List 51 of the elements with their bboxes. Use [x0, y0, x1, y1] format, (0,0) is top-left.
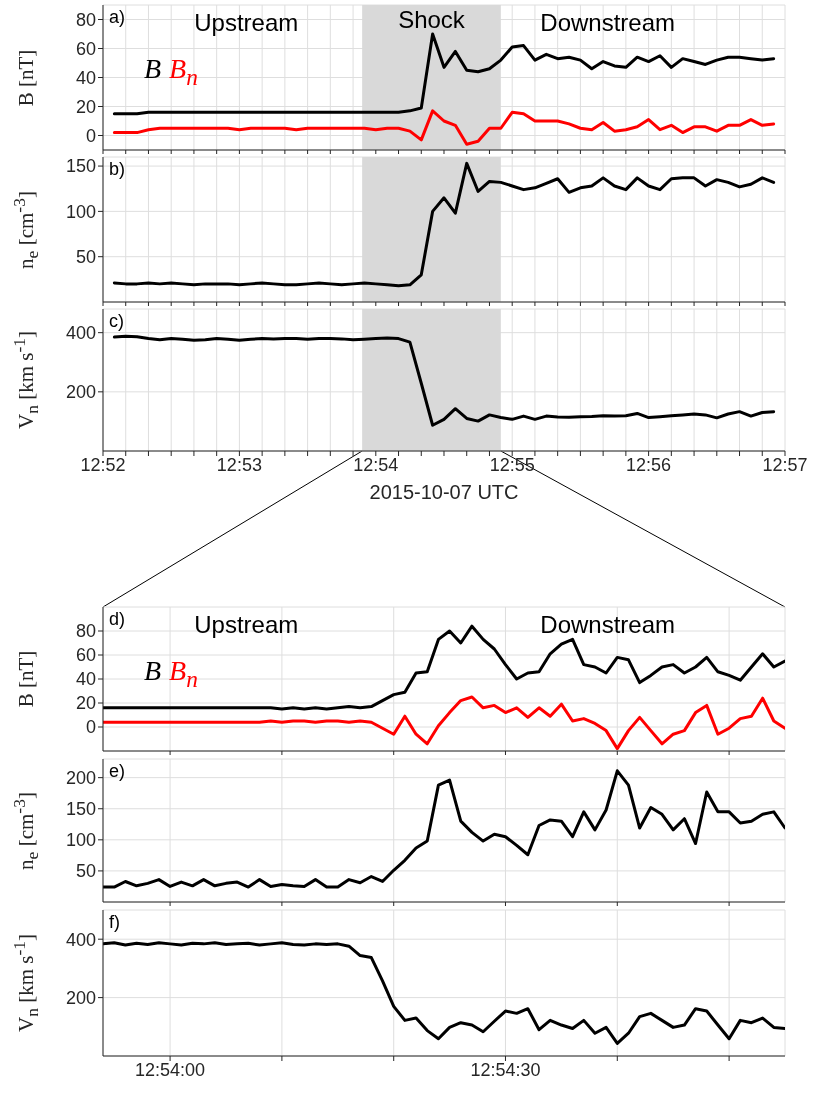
series-label: B — [143, 52, 162, 86]
annotation: e) — [109, 761, 126, 782]
x-tick-label: 12:54:30 — [470, 1059, 541, 1080]
y-tick-label: 100 — [65, 830, 96, 851]
annotation: c) — [109, 311, 124, 332]
line-series — [112, 109, 776, 146]
annotation: Downstream — [540, 611, 676, 639]
x-tick-label: 12:56 — [626, 454, 672, 475]
y-axis-title: B [nT] — [13, 49, 39, 106]
y-tick-label: 60 — [75, 645, 96, 666]
x-tick-label: 12:57 — [762, 454, 808, 475]
x-tick-label: 12:52 — [80, 454, 126, 475]
y-tick-label: 50 — [75, 861, 96, 882]
y-axis-title: B [nT] — [13, 650, 39, 708]
y-tick-label: 20 — [75, 693, 96, 714]
y-tick-label: 150 — [65, 156, 96, 177]
series-label: B — [143, 654, 162, 688]
annotation: f) — [109, 912, 120, 933]
annotation: d) — [109, 609, 126, 630]
y-tick-label: 80 — [75, 621, 96, 642]
y-tick-label: 40 — [75, 669, 96, 690]
y-tick-label: 400 — [65, 323, 96, 344]
y-tick-label: 80 — [75, 9, 96, 30]
series-label: B$_{n}$ — [169, 52, 198, 91]
line-series — [112, 334, 776, 427]
y-tick-label: 200 — [65, 382, 96, 403]
y-tick-label: 50 — [75, 247, 96, 268]
line-series — [103, 941, 785, 1045]
y-tick-label: 100 — [65, 201, 96, 222]
x-axis-title: 2015-10-07 UTC — [369, 481, 519, 504]
y-tick-label: 150 — [65, 799, 96, 820]
y-tick-label: 20 — [75, 96, 96, 117]
annotation: Upstream — [194, 611, 299, 639]
annotation: Upstream — [194, 9, 299, 37]
y-tick-label: 400 — [65, 929, 96, 950]
x-tick-label: 12:53 — [216, 454, 262, 475]
y-tick-label: 40 — [75, 67, 96, 88]
y-tick-label: 200 — [65, 987, 96, 1008]
y-tick-label: 60 — [75, 38, 96, 59]
line-series — [112, 161, 776, 288]
annotation: a) — [109, 7, 126, 28]
y-tick-label: 0 — [85, 717, 96, 738]
x-tick-label: 12:54 — [353, 454, 399, 475]
annotation: b) — [109, 159, 126, 180]
x-tick-label: 12:54:00 — [135, 1059, 206, 1080]
annotation: Downstream — [540, 9, 676, 37]
y-tick-label: 200 — [65, 768, 96, 789]
series-label: B$_{n}$ — [169, 654, 198, 693]
band-label: Shock — [398, 6, 466, 34]
y-tick-label: 0 — [85, 125, 96, 146]
x-tick-label: 12:55 — [489, 454, 535, 475]
